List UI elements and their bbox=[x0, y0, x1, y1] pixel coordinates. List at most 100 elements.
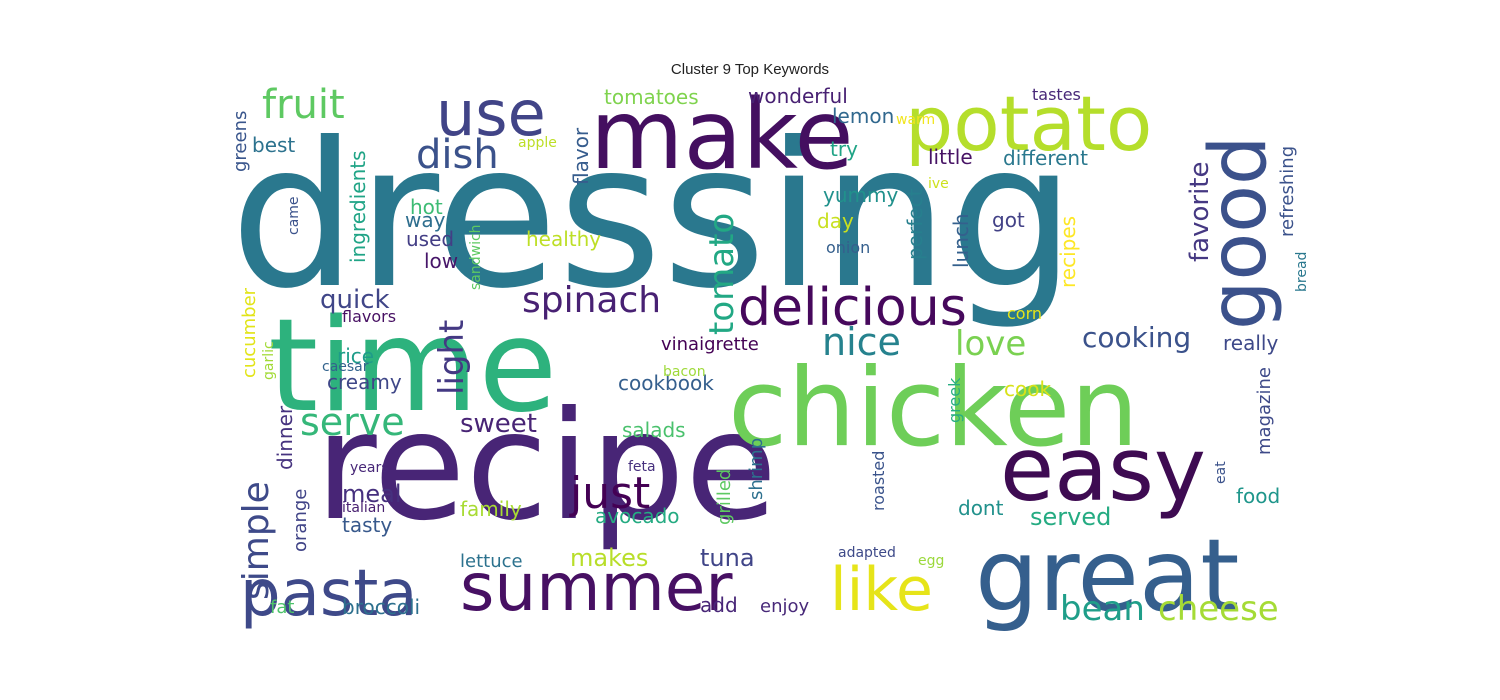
word-flavor: flavor bbox=[569, 127, 593, 185]
word-tomatoes: tomatoes bbox=[604, 85, 699, 109]
word-hot: hot bbox=[410, 195, 443, 219]
word-greens: greens bbox=[230, 111, 251, 172]
word-roasted: roasted bbox=[869, 451, 888, 511]
word-use: use bbox=[436, 77, 546, 150]
word-light: light bbox=[432, 320, 472, 395]
word-fruit: fruit bbox=[262, 82, 345, 128]
word-vinaigrette: vinaigrette bbox=[661, 334, 759, 355]
word-apple: apple bbox=[518, 135, 557, 151]
word-cooking: cooking bbox=[1082, 321, 1191, 354]
word-recipe: recipe bbox=[315, 380, 777, 554]
word-salads: salads bbox=[622, 418, 686, 442]
word-time: time bbox=[268, 292, 557, 441]
word-summer: summer bbox=[460, 549, 733, 626]
word-avocado: avocado bbox=[595, 504, 680, 528]
word-sweet: sweet bbox=[460, 409, 537, 439]
word-chicken: chicken bbox=[728, 346, 1139, 471]
word-different: different bbox=[1003, 146, 1088, 170]
word-way: way bbox=[405, 208, 446, 232]
word-grilled: grilled bbox=[714, 469, 735, 525]
word-family: family bbox=[460, 497, 522, 521]
word-day: day bbox=[817, 209, 854, 233]
word-makes: makes bbox=[570, 544, 648, 572]
word-make: make bbox=[590, 79, 854, 191]
word-just: just bbox=[569, 468, 650, 519]
word-try: try bbox=[830, 137, 858, 161]
word-greek: greek bbox=[945, 377, 964, 423]
word-flavors: flavors bbox=[342, 307, 396, 326]
word-served: served bbox=[1030, 503, 1111, 531]
word-little: little bbox=[928, 145, 973, 169]
word-tomato: tomato bbox=[702, 213, 742, 335]
word-wonderful: wonderful bbox=[748, 84, 848, 108]
figure-title: Cluster 9 Top Keywords bbox=[670, 61, 830, 78]
word-ive: ive bbox=[928, 176, 949, 192]
word-shrimp: shrimp bbox=[746, 438, 767, 500]
word-egg: egg bbox=[918, 553, 944, 569]
word-dont: dont bbox=[958, 496, 1004, 520]
word-best: best bbox=[252, 133, 295, 157]
word-eat: eat bbox=[1213, 461, 1229, 484]
word-lettuce: lettuce bbox=[460, 551, 523, 572]
word-creamy: creamy bbox=[327, 370, 402, 394]
word-tasty: tasty bbox=[342, 513, 392, 537]
word-cook: cook bbox=[1004, 377, 1051, 401]
word-really: really bbox=[1223, 331, 1278, 355]
word-orange: orange bbox=[290, 489, 311, 552]
word-low: low bbox=[424, 249, 458, 273]
word-perfect: perfect bbox=[903, 188, 927, 260]
word-love: love bbox=[955, 324, 1026, 364]
word-got: got bbox=[992, 208, 1025, 232]
word-enjoy: enjoy bbox=[760, 596, 809, 617]
word-years: years bbox=[350, 460, 389, 476]
word-came: came bbox=[286, 196, 302, 235]
word-warm: warm bbox=[896, 112, 935, 128]
word-magazine: magazine bbox=[1254, 367, 1275, 455]
word-tuna: tuna bbox=[700, 544, 755, 572]
word-delicious: delicious bbox=[738, 278, 967, 338]
word-rice: rice bbox=[337, 344, 374, 368]
word-corn: corn bbox=[1007, 304, 1042, 323]
word-bean: bean bbox=[1060, 589, 1145, 629]
word-pasta: pasta bbox=[240, 557, 418, 631]
word-fat: fat bbox=[270, 597, 294, 618]
word-favorite: favorite bbox=[1185, 162, 1215, 262]
word-healthy: healthy bbox=[526, 227, 601, 251]
word-easy: easy bbox=[1000, 418, 1206, 521]
word-italian: italian bbox=[342, 500, 385, 516]
word-add: add bbox=[700, 593, 738, 617]
word-food: food bbox=[1236, 484, 1280, 508]
word-lemon: lemon bbox=[832, 104, 894, 128]
word-feta: feta bbox=[628, 459, 656, 475]
word-sandwich: sandwich bbox=[468, 224, 484, 290]
word-great: great bbox=[975, 517, 1239, 634]
word-adapted: adapted bbox=[838, 545, 896, 561]
word-cookbook: cookbook bbox=[618, 371, 714, 395]
word-dish: dish bbox=[416, 132, 499, 178]
word-spinach: spinach bbox=[522, 280, 661, 321]
word-garlic: garlic bbox=[261, 341, 277, 380]
word-dinner: dinner bbox=[273, 405, 297, 470]
word-bread: bread bbox=[1294, 252, 1310, 292]
word-ingredients: ingredients bbox=[346, 150, 370, 263]
word-good: good bbox=[1194, 136, 1284, 330]
word-cheese: cheese bbox=[1158, 589, 1279, 629]
word-onion: onion bbox=[826, 238, 870, 257]
word-tastes: tastes bbox=[1032, 85, 1081, 104]
word-quick: quick bbox=[320, 285, 390, 315]
word-like: like bbox=[830, 555, 933, 625]
word-refreshing: refreshing bbox=[1277, 146, 1298, 237]
word-used: used bbox=[406, 227, 454, 251]
word-nice: nice bbox=[822, 320, 901, 364]
word-dressing: dressing bbox=[230, 100, 1076, 333]
word-meal: meal bbox=[342, 480, 402, 508]
word-bacon: bacon bbox=[663, 364, 706, 380]
word-caesar: caesar bbox=[322, 359, 369, 375]
word-broccoli: broccoli bbox=[342, 595, 420, 619]
word-lunch: lunch bbox=[949, 213, 973, 268]
word-recipes: recipes bbox=[1056, 216, 1080, 288]
word-yummy: yummy bbox=[823, 183, 898, 207]
word-cucumber: cucumber bbox=[239, 287, 260, 378]
word-serve: serve bbox=[300, 400, 405, 444]
